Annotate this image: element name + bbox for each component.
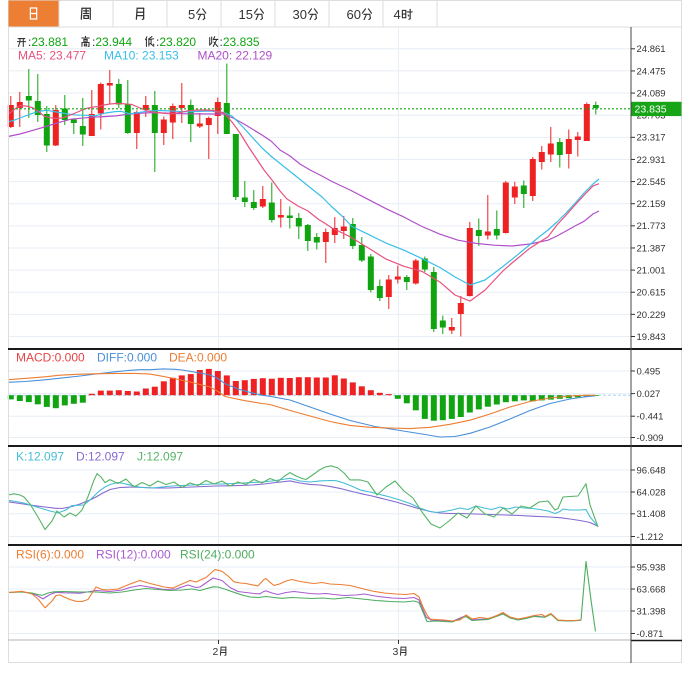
svg-text:2: 2: [213, 646, 219, 658]
svg-text:4: 4: [394, 7, 401, 22]
svg-text:0.495: 0.495: [637, 366, 661, 377]
svg-text:95.938: 95.938: [637, 562, 666, 573]
svg-text:21.387: 21.387: [637, 243, 666, 254]
svg-text:DEA:0.000: DEA:0.000: [169, 351, 227, 365]
svg-text:24.475: 24.475: [637, 66, 666, 77]
svg-text:1: 1: [239, 7, 246, 22]
svg-text:31.408: 31.408: [637, 509, 666, 520]
svg-text:-0.871: -0.871: [637, 629, 664, 640]
svg-text:K:12.097: K:12.097: [16, 450, 64, 464]
svg-text:23.835: 23.835: [635, 104, 667, 116]
svg-text:96.648: 96.648: [637, 465, 666, 476]
svg-text:MA10: 23.153: MA10: 23.153: [104, 49, 179, 63]
svg-text:21.773: 21.773: [637, 221, 666, 232]
svg-text:J:12.097: J:12.097: [137, 450, 183, 464]
svg-text:DIFF:0.000: DIFF:0.000: [97, 351, 157, 365]
svg-text:22.159: 22.159: [637, 199, 666, 210]
svg-text:21.001: 21.001: [637, 266, 666, 277]
svg-text:-1.212: -1.212: [637, 532, 664, 543]
svg-text:20.615: 20.615: [637, 288, 666, 299]
svg-text:D:12.097: D:12.097: [76, 450, 125, 464]
svg-text:RSI(12):0.000: RSI(12):0.000: [96, 548, 171, 562]
svg-text:0: 0: [300, 7, 307, 22]
svg-text:64.028: 64.028: [637, 487, 666, 498]
svg-text:3: 3: [293, 7, 300, 22]
svg-text:MA20: 22.129: MA20: 22.129: [198, 49, 273, 63]
svg-text:-0.441: -0.441: [637, 412, 664, 423]
svg-text:RSI(24):0.000: RSI(24):0.000: [180, 548, 255, 562]
svg-text:0: 0: [354, 7, 361, 22]
svg-text:23.317: 23.317: [637, 133, 666, 144]
svg-text:24.089: 24.089: [637, 89, 666, 100]
svg-text:1: 1: [61, 35, 68, 49]
svg-text:MA5: 23.477: MA5: 23.477: [18, 49, 86, 63]
svg-text:24.861: 24.861: [637, 44, 666, 55]
svg-text:3: 3: [393, 646, 399, 658]
svg-text:20.229: 20.229: [637, 310, 666, 321]
svg-text:19.843: 19.843: [637, 332, 666, 343]
svg-text:MACD:0.000: MACD:0.000: [16, 351, 85, 365]
svg-text:RSI(6):0.000: RSI(6):0.000: [16, 548, 84, 562]
svg-text:4: 4: [125, 35, 132, 49]
svg-text:31.398: 31.398: [637, 606, 666, 617]
svg-text:63.668: 63.668: [637, 584, 666, 595]
svg-text:22.545: 22.545: [637, 177, 666, 188]
svg-text:5: 5: [246, 7, 253, 22]
svg-text:0.027: 0.027: [637, 389, 661, 400]
svg-text:22.931: 22.931: [637, 155, 666, 166]
svg-text:0: 0: [189, 35, 196, 49]
svg-text:5: 5: [188, 7, 195, 22]
svg-text:5: 5: [253, 35, 260, 49]
svg-text:6: 6: [347, 7, 354, 22]
svg-text:-0.909: -0.909: [637, 433, 664, 444]
